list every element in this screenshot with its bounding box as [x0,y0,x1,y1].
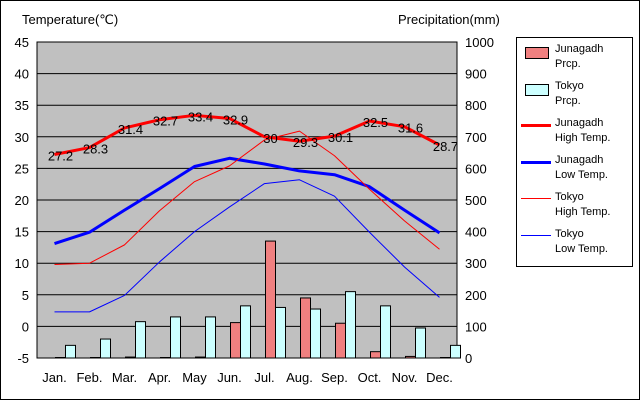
tokyo-prcp-bar [135,321,146,359]
tokyo-prcp-bar [240,305,251,359]
y-right-tick-label: 700 [465,130,487,145]
y-left-tick-label: 15 [15,225,29,240]
tokyo-prcp-bar [310,308,321,359]
y-left-tick-label: 40 [15,67,29,82]
legend-item: Tokyo High Temp. [517,190,632,228]
legend-swatch [525,84,549,96]
junagadh-prcp-bar [195,356,206,359]
legend-line [521,124,551,127]
y-right-tick-label: 800 [465,98,487,113]
junagadh-prcp-bar [55,357,66,359]
junagadh-prcp-bar [90,357,101,359]
high-temp-data-label: 28.3 [83,142,108,157]
legend-item: Tokyo Prcp. [517,79,632,117]
legend-label: Junagadh High Temp. [555,117,611,144]
tokyo-prcp-bar [345,291,356,359]
junagadh-prcp-bar [160,357,171,359]
legend-line [521,198,551,199]
tokyo-prcp-bar [380,305,391,359]
high-temp-data-label: 28.7 [433,139,458,154]
tokyo-prcp-bar [170,316,181,359]
legend-item: Junagadh High Temp. [517,116,632,154]
high-temp-data-label: 29.3 [293,135,318,150]
y-right-tick-label: 500 [465,193,487,208]
x-tick-label: Sep. [321,370,348,385]
x-tick-label: Jan. [42,370,67,385]
high-temp-data-label: 32.5 [363,115,388,130]
y-left-tick-label: 30 [15,130,29,145]
junagadh-low-line [54,156,441,246]
y-right-tick-label: 900 [465,67,487,82]
x-tick-label: Dec. [426,370,453,385]
x-tick-label: Feb. [76,370,102,385]
x-tick-label: Oct. [358,370,382,385]
high-temp-data-label: 32.9 [223,112,248,127]
legend-label: Tokyo High Temp. [555,191,611,218]
y-left-tick-label: 10 [15,256,29,271]
legend-item: Junagadh Prcp. [517,42,632,80]
y-left-tick-label: 25 [15,161,29,176]
y-left-tick-label: -5 [17,351,29,366]
legend-line [521,161,551,164]
y-right-tick-label: 400 [465,225,487,240]
high-temp-data-label: 31.4 [118,122,143,137]
junagadh-prcp-bar [405,355,416,359]
high-temp-data-label: 27.2 [48,148,73,163]
tokyo-prcp-bar [415,327,426,359]
x-tick-label: Aug. [286,370,313,385]
tokyo-prcp-bar [275,306,286,359]
y-left-tick-label: 45 [15,35,29,50]
y-left-tick-label: 20 [15,193,29,208]
tokyo-prcp-bar [450,344,461,359]
x-tick-label: Jun. [217,370,242,385]
junagadh-prcp-bar [440,357,451,359]
high-temp-data-label: 33.4 [188,109,213,124]
high-temp-data-label: 32.7 [153,114,178,129]
tokyo-prcp-bar [100,338,111,359]
junagadh-prcp-bar [125,356,136,359]
right-axis-title: Precipitation(mm) [398,12,500,27]
junagadh-prcp-bar [230,322,241,359]
legend-label: Tokyo Prcp. [555,80,584,107]
tokyo-prcp-bar [205,316,216,359]
x-tick-label: Jul. [254,370,274,385]
legend-swatch [525,47,549,59]
tokyo-prcp-bar [65,344,76,359]
y-right-tick-label: 1000 [465,35,494,50]
legend-label: Tokyo Low Temp. [555,228,608,255]
legend-label: Junagadh Prcp. [555,43,604,70]
x-tick-label: Mar. [112,370,137,385]
tokyo-high-line [54,130,440,265]
y-left-tick-label: 35 [15,98,29,113]
y-left-tick-label: 0 [22,319,29,334]
legend: Junagadh Prcp. Tokyo Prcp. Junagadh High T… [516,37,633,267]
legend-item: Junagadh Low Temp. [517,153,632,191]
y-left-tick-label: 5 [22,288,29,303]
y-right-tick-label: 100 [465,319,487,334]
high-temp-data-label: 30 [263,131,277,146]
junagadh-prcp-bar [300,297,311,359]
high-temp-data-label: 30.1 [328,130,353,145]
x-tick-label: May [182,370,207,385]
legend-label: Junagadh Low Temp. [555,154,608,181]
junagadh-high-line [54,113,441,156]
legend-line [521,235,551,236]
junagadh-prcp-bar [265,240,276,359]
y-right-tick-label: 0 [465,351,472,366]
y-right-tick-label: 600 [465,161,487,176]
tokyo-low-line [54,179,440,313]
legend-item: Tokyo Low Temp. [517,227,632,265]
left-axis-title: Temperature(℃) [22,12,119,27]
junagadh-prcp-bar [370,351,381,359]
junagadh-prcp-bar [335,322,346,359]
x-tick-label: Nov. [392,370,418,385]
y-right-tick-label: 200 [465,288,487,303]
x-tick-label: Apr. [148,370,171,385]
y-right-tick-label: 300 [465,256,487,271]
high-temp-data-label: 31.6 [398,121,423,136]
